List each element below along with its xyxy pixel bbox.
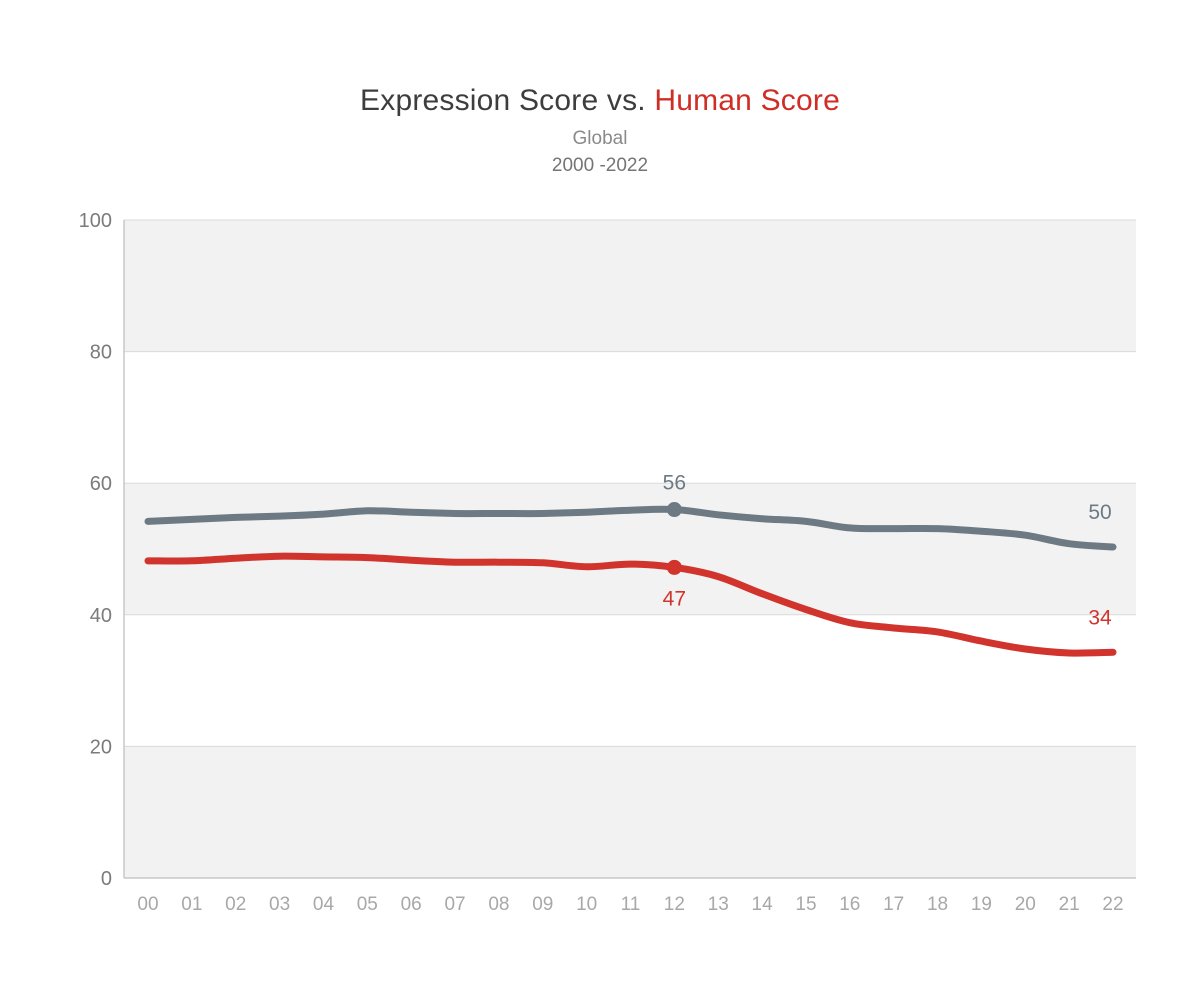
y-tick-label: 60 (90, 473, 112, 495)
plot-band (124, 746, 1136, 878)
value-label: 56 (663, 472, 686, 495)
x-tick-label: 17 (883, 894, 904, 915)
value-label: 47 (663, 587, 686, 610)
series-line-1 (144, 552, 1117, 657)
value-label: 50 (1088, 501, 1111, 524)
x-tick-label: 15 (795, 894, 816, 915)
plot-band (124, 220, 1136, 352)
value-label: 34 (1088, 606, 1112, 629)
y-tick-label: 40 (90, 605, 112, 627)
data-point-marker (666, 559, 682, 575)
x-tick-label: 08 (488, 894, 509, 915)
x-tick-label: 18 (927, 894, 948, 915)
x-tick-label: 21 (1059, 894, 1080, 915)
x-tick-label: 20 (1015, 894, 1036, 915)
y-tick-label: 100 (79, 210, 112, 232)
x-tick-label: 12 (664, 894, 685, 915)
x-tick-label: 01 (181, 894, 202, 915)
series-line-0 (144, 505, 1117, 551)
x-tick-label: 03 (269, 894, 290, 915)
x-tick-label: 16 (839, 894, 860, 915)
x-tick-label: 19 (971, 894, 992, 915)
x-tick-label: 07 (444, 894, 465, 915)
x-tick-label: 11 (621, 894, 641, 915)
y-tick-label: 20 (90, 736, 112, 758)
y-tick-label: 0 (101, 868, 112, 890)
plot-band (124, 483, 1136, 615)
x-tick-label: 04 (313, 894, 335, 915)
x-tick-label: 13 (708, 894, 729, 915)
x-tick-label: 14 (752, 894, 774, 915)
x-tick-label: 06 (401, 894, 422, 915)
x-tick-label: 02 (225, 894, 246, 915)
x-tick-label: 09 (532, 894, 553, 915)
x-tick-label: 05 (357, 894, 378, 915)
x-tick-label: 10 (576, 894, 597, 915)
x-tick-label: 22 (1102, 894, 1123, 915)
data-point-marker (666, 502, 682, 518)
y-tick-label: 80 (90, 342, 112, 364)
x-tick-label: 00 (137, 894, 158, 915)
